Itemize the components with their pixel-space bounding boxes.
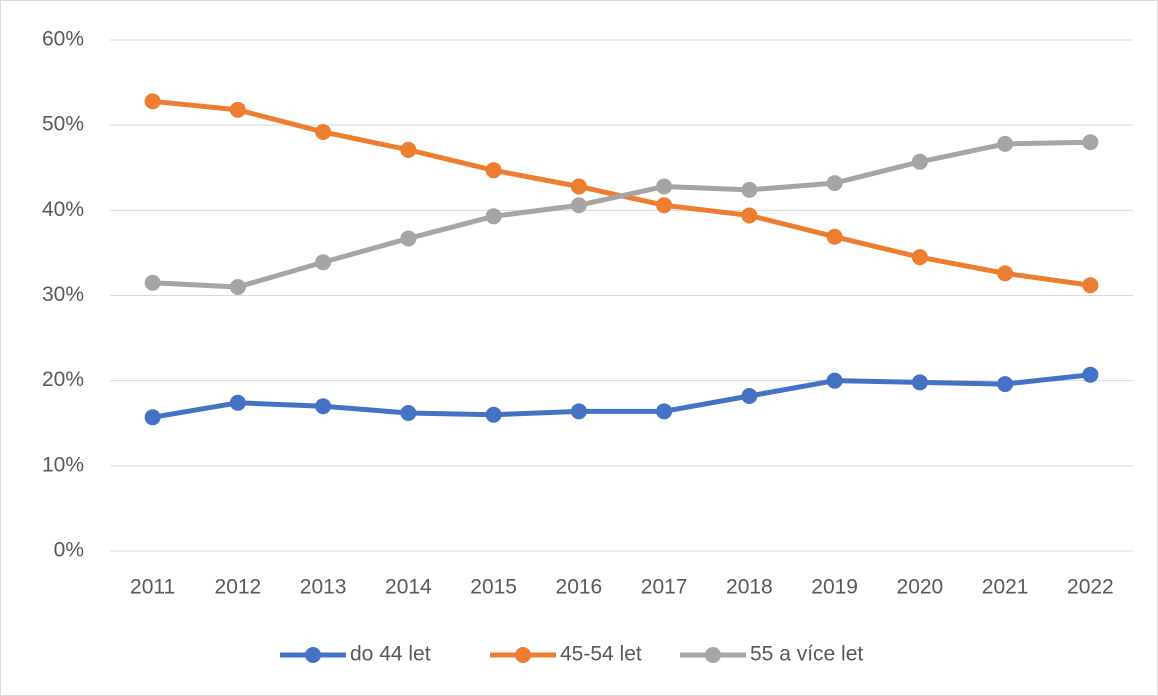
data-point — [315, 254, 332, 271]
data-point — [485, 162, 502, 179]
data-point — [911, 249, 928, 266]
x-tick-label: 2015 — [470, 576, 517, 599]
data-point — [656, 403, 673, 420]
data-point — [570, 178, 587, 195]
legend-marker — [705, 647, 721, 663]
x-tick-label: 2020 — [897, 576, 944, 599]
data-point — [826, 372, 843, 389]
data-point — [400, 141, 417, 158]
data-point — [400, 405, 417, 422]
x-tick-label: 2012 — [215, 576, 262, 599]
x-tick-label: 2013 — [300, 576, 347, 599]
data-point — [741, 387, 758, 404]
data-point — [570, 403, 587, 420]
data-point — [1082, 366, 1099, 383]
data-point — [656, 178, 673, 195]
data-point — [826, 228, 843, 245]
x-tick-label: 2022 — [1067, 576, 1114, 599]
y-tick-label: 0% — [54, 539, 84, 562]
x-tick-label: 2021 — [982, 576, 1029, 599]
data-point — [1082, 134, 1099, 151]
data-point — [1082, 277, 1099, 294]
legend-label: 45-54 let — [560, 643, 642, 666]
series-line — [152, 372, 1091, 420]
y-tick-label: 30% — [42, 283, 84, 306]
series-line — [152, 139, 1091, 290]
data-point — [485, 406, 502, 423]
data-point — [997, 265, 1014, 282]
data-point — [400, 230, 417, 247]
data-point — [315, 398, 332, 415]
y-tick-label: 60% — [42, 28, 84, 51]
x-tick-label: 2018 — [726, 576, 773, 599]
x-tick-label: 2017 — [641, 576, 688, 599]
data-point — [911, 153, 928, 170]
data-point — [229, 394, 246, 411]
data-point — [144, 274, 161, 291]
y-tick-label: 20% — [42, 368, 84, 391]
x-tick-label: 2014 — [385, 576, 432, 599]
y-tick-label: 10% — [42, 453, 84, 476]
data-point — [741, 181, 758, 198]
x-tick-label: 2019 — [811, 576, 858, 599]
legend-label: do 44 let — [350, 643, 431, 666]
y-tick-label: 50% — [42, 113, 84, 136]
y-tick-label: 40% — [42, 198, 84, 221]
data-point — [997, 135, 1014, 152]
x-tick-label: 2016 — [556, 576, 603, 599]
data-point — [741, 207, 758, 224]
data-point — [229, 278, 246, 295]
data-point — [911, 374, 928, 391]
data-point — [997, 376, 1014, 393]
x-tick-label: 2011 — [130, 576, 175, 599]
data-point — [485, 208, 502, 225]
legend-marker — [515, 647, 531, 663]
legend-marker — [305, 647, 321, 663]
data-point — [144, 93, 161, 110]
data-point — [315, 123, 332, 140]
legend-label: 55 a více let — [750, 643, 863, 666]
data-point — [229, 101, 246, 118]
data-point — [826, 175, 843, 192]
data-point — [656, 197, 673, 214]
data-point — [570, 197, 587, 214]
data-point — [144, 409, 161, 426]
